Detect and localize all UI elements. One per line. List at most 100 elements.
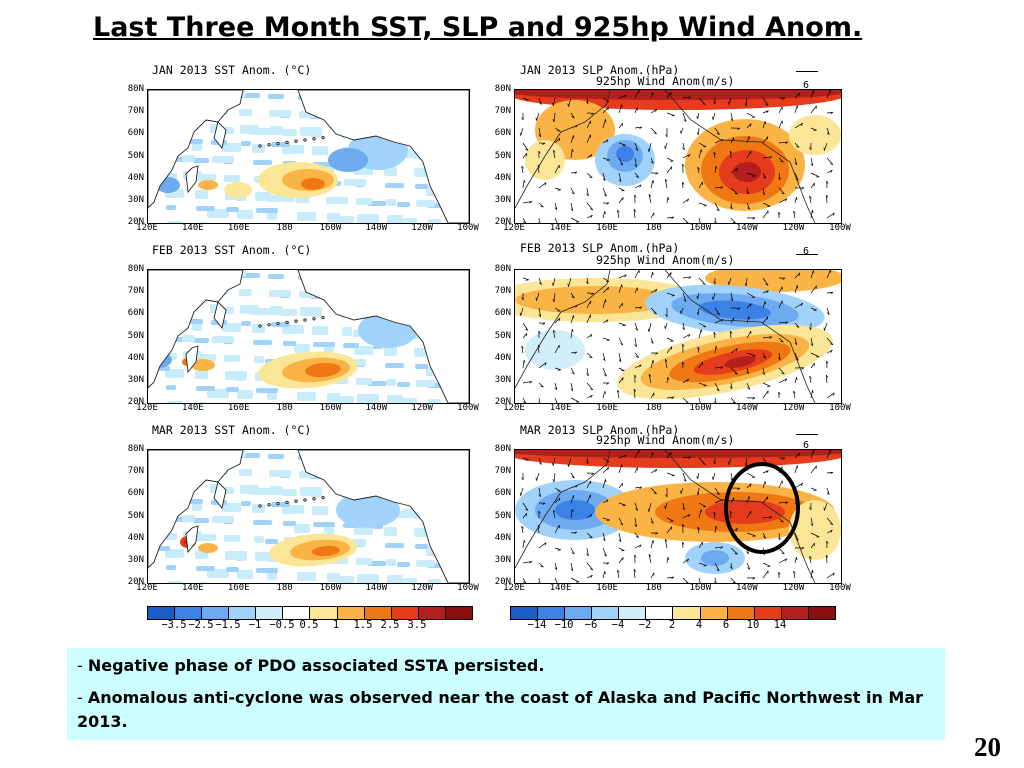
slp-mar-lon-label: 160W: [689, 583, 712, 593]
sst-cbar-label: 1: [332, 619, 340, 631]
sst-cbar-swatch: [148, 607, 176, 619]
sst-cbar-swatch: [337, 607, 365, 619]
slp-cbar-label: −14: [527, 619, 547, 631]
sst-cbar-swatch: [391, 607, 419, 619]
slp-feb-subtitle: 925hp Wind Anom(m/s): [596, 253, 735, 267]
slp-cbar-swatch: [700, 607, 728, 619]
slp-cbar-label: −10: [554, 619, 574, 631]
sst-mar-title: MAR 2013 SST Anom. (°C): [152, 423, 312, 437]
sst-feb-lat-label: 60N: [127, 308, 144, 319]
sst-mar-lat-label: 80N: [127, 444, 144, 454]
slp-feb-title: FEB 2013 SLP Anom.(hPa): [520, 241, 680, 255]
slp-jan-title: JAN 2013 SLP Anom.(hPa): [520, 63, 680, 77]
sst-jan-lat-label: 60N: [127, 128, 144, 139]
slp-jan-lat-label: 80N: [494, 84, 511, 94]
sst-cbar-label: 2.5: [380, 619, 400, 631]
sst-cbar-label: −0.5: [269, 619, 295, 631]
slp-mar-lon-label: 100W: [829, 583, 851, 593]
slp-mar-lat-label: 70N: [494, 466, 511, 477]
slp-mar-lat-label: 60N: [494, 488, 511, 499]
slp-mar-lat-label: 80N: [494, 444, 511, 454]
sst-jan-lat-label: 30N: [127, 194, 144, 205]
slp-jan-lat-label: 40N: [494, 172, 511, 183]
sst-feb-lat-label: 70N: [127, 286, 144, 297]
slp-feb-lon-label: 160E: [596, 403, 618, 413]
summary-textbox: - Negative phase of PDO associated SSTA …: [67, 648, 945, 740]
slp-jan-lon-label: 120W: [782, 223, 805, 233]
slp-mar-lon-label: 120W: [782, 583, 805, 593]
sst-mar-lon-label: 100W: [457, 583, 479, 593]
slp-mar-reference-value: 6: [803, 440, 810, 451]
sst-feb-lon-label: 120E: [136, 403, 158, 413]
sst-feb-lat-label: 20N: [127, 397, 144, 407]
slp-cbar-swatch: [673, 607, 701, 619]
sst-jan-lon-label: 100W: [457, 223, 479, 233]
slp-cbar-label: −2: [638, 619, 652, 631]
sst-mar-lon-label: 180: [276, 583, 293, 593]
slp-jan-reference-arrow: [796, 71, 818, 72]
slp-mar-lat-label: 50N: [494, 510, 511, 521]
slp-jan-lon-label: 140E: [549, 223, 572, 233]
sst-mar-lat-label: 40N: [127, 532, 144, 543]
bullet-1: - Negative phase of PDO associated SSTA …: [77, 654, 935, 678]
sst-jan-lon-label: 120E: [136, 223, 158, 233]
slp-mar-lat-label: 20N: [494, 577, 511, 587]
slp-feb-lat-label: 50N: [494, 330, 511, 341]
slp-jan-lon-label: 100W: [829, 223, 851, 233]
sst-mar-lat-label: 30N: [127, 554, 144, 565]
slp-mar-reference-arrow: [796, 434, 818, 435]
slp-feb-lon-label: 100W: [829, 403, 851, 413]
sst-feb-lat-label: 30N: [127, 374, 144, 385]
sst-jan-lat-label: 80N: [127, 84, 144, 94]
sst-mar-lon-label: 160W: [319, 583, 342, 593]
slp-mar-lon-label: 180: [645, 583, 662, 593]
slp-feb-reference-arrow: [796, 254, 818, 255]
sst-cbar-label: −3.5: [161, 619, 187, 631]
slp-cbar-label: 2: [668, 619, 676, 631]
slp-cbar-swatch: [727, 607, 755, 619]
slp-feb-lon-label: 160W: [689, 403, 712, 413]
slp-mar-lon-label: 120E: [503, 583, 525, 593]
sst-feb-lon-label: 140W: [365, 403, 388, 413]
slp-cbar-swatch: [592, 607, 620, 619]
sst-jan-title: JAN 2013 SST Anom. (°C): [152, 63, 312, 77]
sst-mar-lat-label: 20N: [127, 577, 144, 587]
sst-mar-lon-label: 140E: [182, 583, 204, 593]
sst-feb-lat-label: 80N: [127, 264, 144, 274]
sst-cbar-swatch: [310, 607, 338, 619]
slp-mar-title: MAR 2013 SLP Anom.(hPa): [520, 423, 680, 437]
slp-jan-lat-label: 70N: [494, 106, 511, 117]
slp-cbar-swatch: [781, 607, 809, 619]
bullet-2-dash: -: [77, 688, 88, 707]
sst-cbar-swatch: [256, 607, 284, 619]
slp-jan-lat-label: 20N: [494, 217, 511, 227]
sst-cbar-swatch: [229, 607, 257, 619]
sst-feb-lon-label: 160W: [319, 403, 342, 413]
slp-cbar-label: −6: [584, 619, 598, 631]
slp-feb-lon-label: 140E: [549, 403, 572, 413]
sst-feb-lon-label: 180: [276, 403, 293, 413]
sst-mar-lat-label: 70N: [127, 466, 144, 477]
slp-feb-lon-label: 120E: [503, 403, 525, 413]
slp-mar-lat-label: 40N: [494, 532, 511, 543]
slp-feb-lat-label: 60N: [494, 308, 511, 319]
slp-cbar-swatch: [538, 607, 566, 619]
sst-cbar-swatch: [202, 607, 230, 619]
sst-cbar-label: −2.5: [188, 619, 214, 631]
sst-jan-lon-label: 140E: [182, 223, 204, 233]
slp-mar-lon-label: 140E: [549, 583, 572, 593]
slp-feb-map: [514, 269, 842, 404]
bullet-1-dash: -: [77, 656, 88, 675]
slp-cbar-swatch: [754, 607, 782, 619]
slp-cbar-label: 10: [746, 619, 760, 631]
sst-feb-title: FEB 2013 SST Anom. (°C): [152, 243, 312, 257]
bullet-1-text: Negative phase of PDO associated SSTA pe…: [87, 656, 545, 675]
sst-feb-lat-label: 50N: [127, 330, 144, 341]
slp-jan-lon-label: 160W: [689, 223, 712, 233]
sst-jan-map: [147, 89, 470, 224]
slp-feb-lon-label: 180: [645, 403, 662, 413]
slp-jan-map: [514, 89, 842, 224]
sst-feb-lon-label: 160E: [227, 403, 250, 413]
slp-jan-lon-label: 120E: [503, 223, 525, 233]
sst-jan-lat-label: 70N: [127, 106, 144, 117]
